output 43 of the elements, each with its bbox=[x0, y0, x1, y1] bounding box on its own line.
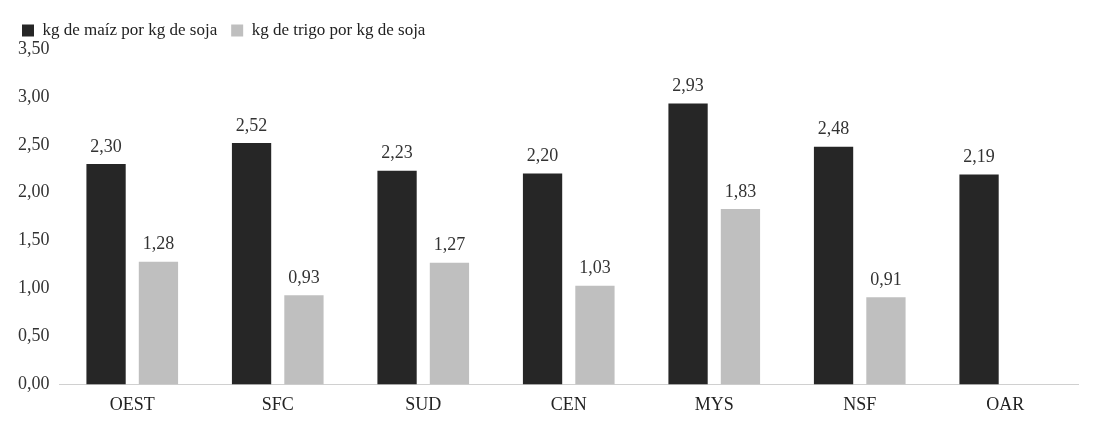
data-label: 2,30 bbox=[90, 135, 122, 156]
bar bbox=[138, 261, 179, 385]
data-label: 2,93 bbox=[672, 75, 704, 96]
data-label: 2,20 bbox=[526, 145, 559, 166]
legend-label: kg de trigo por kg de soja bbox=[251, 19, 426, 39]
bar bbox=[522, 173, 563, 385]
legend-label: kg de maíz por kg de soja bbox=[42, 19, 218, 39]
data-label: 1,03 bbox=[579, 257, 611, 278]
bar bbox=[959, 174, 999, 385]
y-tick-label: 1,00 bbox=[18, 277, 50, 298]
x-tick-label: OEST bbox=[109, 393, 155, 414]
x-tick-label: MYS bbox=[694, 393, 734, 414]
y-tick-label: 3,50 bbox=[18, 37, 50, 58]
bar bbox=[866, 297, 906, 385]
x-tick-label: CEN bbox=[550, 393, 587, 414]
data-label: 2,52 bbox=[235, 114, 268, 135]
y-tick-label: 1,50 bbox=[18, 229, 50, 250]
data-label: 1,27 bbox=[433, 234, 466, 255]
y-tick-label: 0,00 bbox=[18, 373, 50, 394]
bar bbox=[284, 295, 324, 385]
data-label: 1,28 bbox=[142, 233, 175, 254]
data-label: 2,19 bbox=[963, 146, 995, 167]
data-label: 2,23 bbox=[381, 142, 413, 163]
bar bbox=[668, 103, 708, 385]
y-tick-label: 2,50 bbox=[18, 133, 50, 154]
bar bbox=[813, 146, 854, 385]
data-label: 0,91 bbox=[870, 268, 902, 289]
bar bbox=[377, 170, 417, 385]
bar bbox=[720, 209, 761, 385]
x-tick-label: SFC bbox=[261, 393, 294, 414]
data-label: 1,83 bbox=[724, 180, 757, 201]
data-label: 2,48 bbox=[817, 118, 850, 139]
x-tick-label: OAR bbox=[986, 393, 1025, 414]
data-label: 0,93 bbox=[288, 267, 320, 288]
y-tick-label: 2,00 bbox=[18, 181, 50, 202]
y-tick-label: 0,50 bbox=[18, 325, 50, 346]
bar bbox=[86, 163, 126, 385]
bar bbox=[429, 262, 470, 385]
x-tick-label: NSF bbox=[843, 393, 877, 414]
bar bbox=[231, 142, 272, 385]
bar bbox=[575, 285, 615, 385]
x-tick-label: SUD bbox=[405, 393, 442, 414]
y-tick-label: 3,00 bbox=[18, 85, 50, 106]
